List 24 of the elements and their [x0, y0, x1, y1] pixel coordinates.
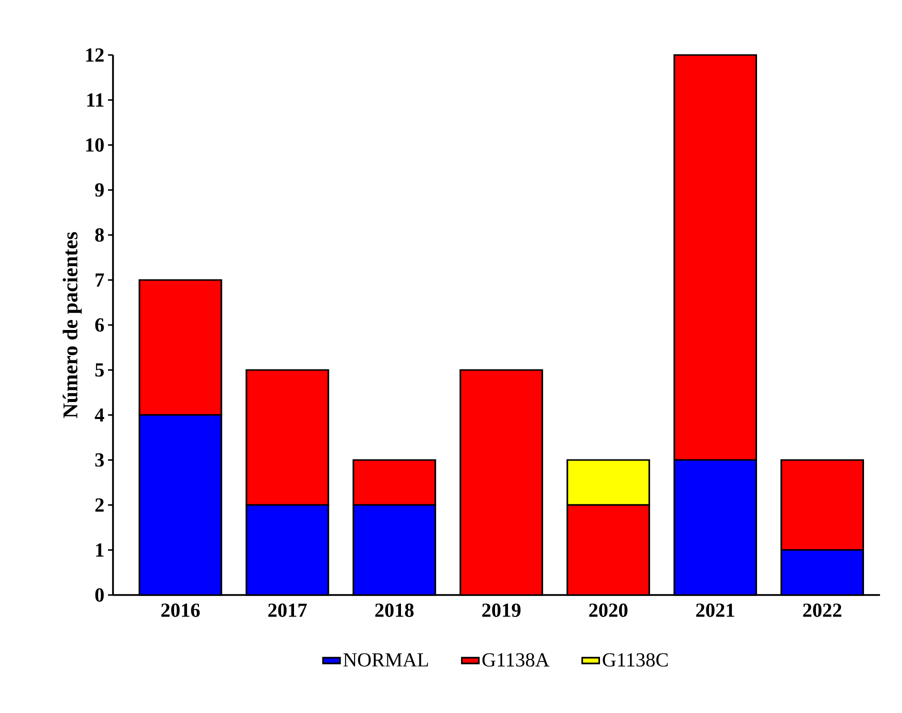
x-tick-label: 2018 [375, 604, 414, 617]
y-tick-label: 10 [86, 138, 104, 152]
x-tick-label: 2022 [803, 604, 842, 617]
y-tick-label: 12 [86, 48, 104, 62]
y-tick-label: 0 [95, 588, 104, 602]
y-tick-label: 5 [95, 363, 104, 377]
y-tick-label: 11 [87, 93, 104, 107]
x-tick-label: 2020 [589, 604, 628, 617]
y-tick-label: 9 [95, 183, 104, 197]
y-tick-label: 6 [95, 318, 104, 332]
x-tick-label: 2021 [696, 604, 734, 617]
y-axis-title: Número de pacientes [62, 232, 82, 418]
y-tick-label: 1 [96, 543, 104, 557]
y-tick-label: 4 [94, 408, 104, 422]
y-tick-label: 2 [95, 498, 104, 512]
y-tick-label: 8 [95, 228, 104, 242]
y-tick-label: 7 [96, 273, 104, 287]
legend-label: G1138C [602, 653, 668, 667]
x-tick-label: 2019 [482, 604, 521, 617]
legend-label: NORMAL [343, 653, 428, 667]
x-tick-label: 2017 [268, 604, 307, 617]
x-tick-label: 2016 [161, 604, 200, 617]
y-tick-label: 3 [95, 453, 104, 467]
legend-label: G1138A [482, 653, 550, 667]
